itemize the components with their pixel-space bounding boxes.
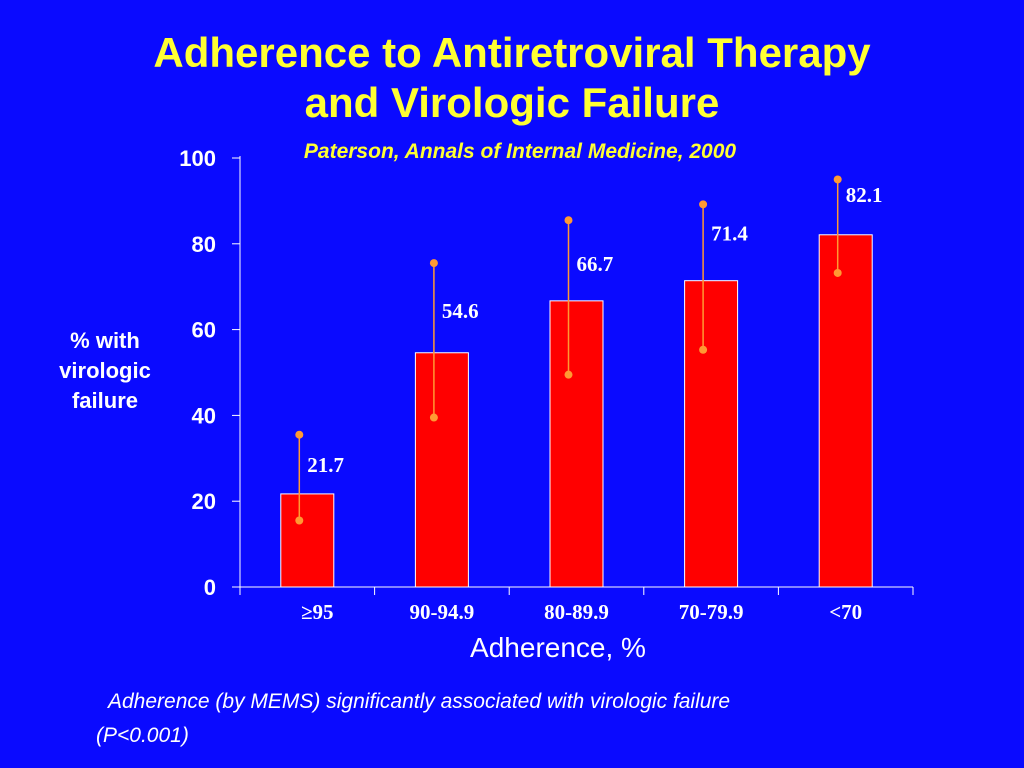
error-bar-lower-point (833, 268, 842, 277)
chart-title: Adherence to Antiretroviral Therapy and … (0, 28, 1024, 128)
data-label: 82.1 (846, 183, 883, 207)
bar-series (280, 234, 873, 588)
x-tick-label: 90-94.9 (410, 600, 475, 624)
x-tick-label: <70 (829, 600, 862, 624)
error-bar-upper-point (699, 200, 708, 209)
x-axis-label: Adherence, % (470, 632, 646, 663)
y-tick-label: 20 (192, 489, 216, 514)
y-tick-label: 0 (204, 575, 216, 600)
bar (414, 352, 469, 588)
error-bar-lower-point (564, 370, 573, 379)
chart-axes: 0 20 40 60 80 100 (179, 146, 914, 600)
error-bar-upper-point (295, 430, 304, 439)
data-label: 71.4 (711, 222, 748, 246)
data-label: 54.6 (442, 299, 479, 323)
error-bar-lower-point (699, 345, 708, 354)
x-tick-label: 80-89.9 (544, 600, 609, 624)
bar (684, 280, 739, 588)
x-tick-label: ≥95 (301, 600, 334, 624)
error-bar-upper-point (564, 216, 573, 225)
error-bar-lower-point (295, 516, 304, 525)
bar (280, 493, 335, 588)
bar (549, 300, 604, 588)
bar (818, 234, 873, 588)
x-tick-label: 70-79.9 (679, 600, 744, 624)
y-tick-label: 100 (179, 146, 216, 171)
y-tick-label: 80 (192, 232, 216, 257)
title-line-2: and Virologic Failure (304, 79, 720, 126)
y-tick-label: 40 (192, 403, 216, 428)
footnote-p-value: (P<0.001) (96, 724, 189, 747)
footnote-statement: Adherence (by MEMS) significantly associ… (108, 690, 731, 713)
error-bars (295, 175, 842, 525)
chart-subtitle: Paterson, Annals of Internal Medicine, 2… (303, 140, 737, 163)
error-bar-lower-point (429, 413, 438, 422)
data-label: 21.7 (307, 453, 344, 477)
error-bar-upper-point (833, 175, 842, 184)
data-label: 66.7 (577, 252, 614, 276)
data-labels: 21.7 ≥95 54.6 90-94.9 66.7 80-89.9 71.4 70-79.9… (301, 183, 882, 624)
y-tick-label: 60 (192, 318, 216, 343)
error-bar-upper-point (429, 259, 438, 268)
title-line-1: Adherence to Antiretroviral Therapy (153, 29, 871, 76)
y-axis-label: % with virologic failure (59, 328, 151, 413)
